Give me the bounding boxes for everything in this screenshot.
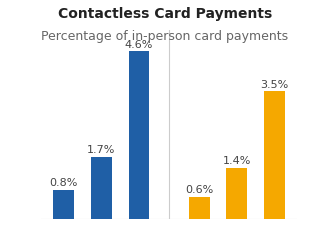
Text: 0.6%: 0.6% xyxy=(185,185,213,195)
Bar xyxy=(91,157,112,219)
Bar xyxy=(226,168,247,219)
Bar xyxy=(129,51,149,219)
Text: 1.7%: 1.7% xyxy=(87,145,116,155)
Text: 3.5%: 3.5% xyxy=(260,80,288,90)
Text: 0.8%: 0.8% xyxy=(50,178,78,188)
Bar xyxy=(189,197,210,219)
Bar xyxy=(53,190,74,219)
Text: 4.6%: 4.6% xyxy=(125,40,153,49)
Bar xyxy=(264,92,285,219)
Text: Contactless Card Payments: Contactless Card Payments xyxy=(58,7,272,21)
Text: Percentage of in-person card payments: Percentage of in-person card payments xyxy=(42,30,288,43)
Text: 1.4%: 1.4% xyxy=(223,156,251,166)
